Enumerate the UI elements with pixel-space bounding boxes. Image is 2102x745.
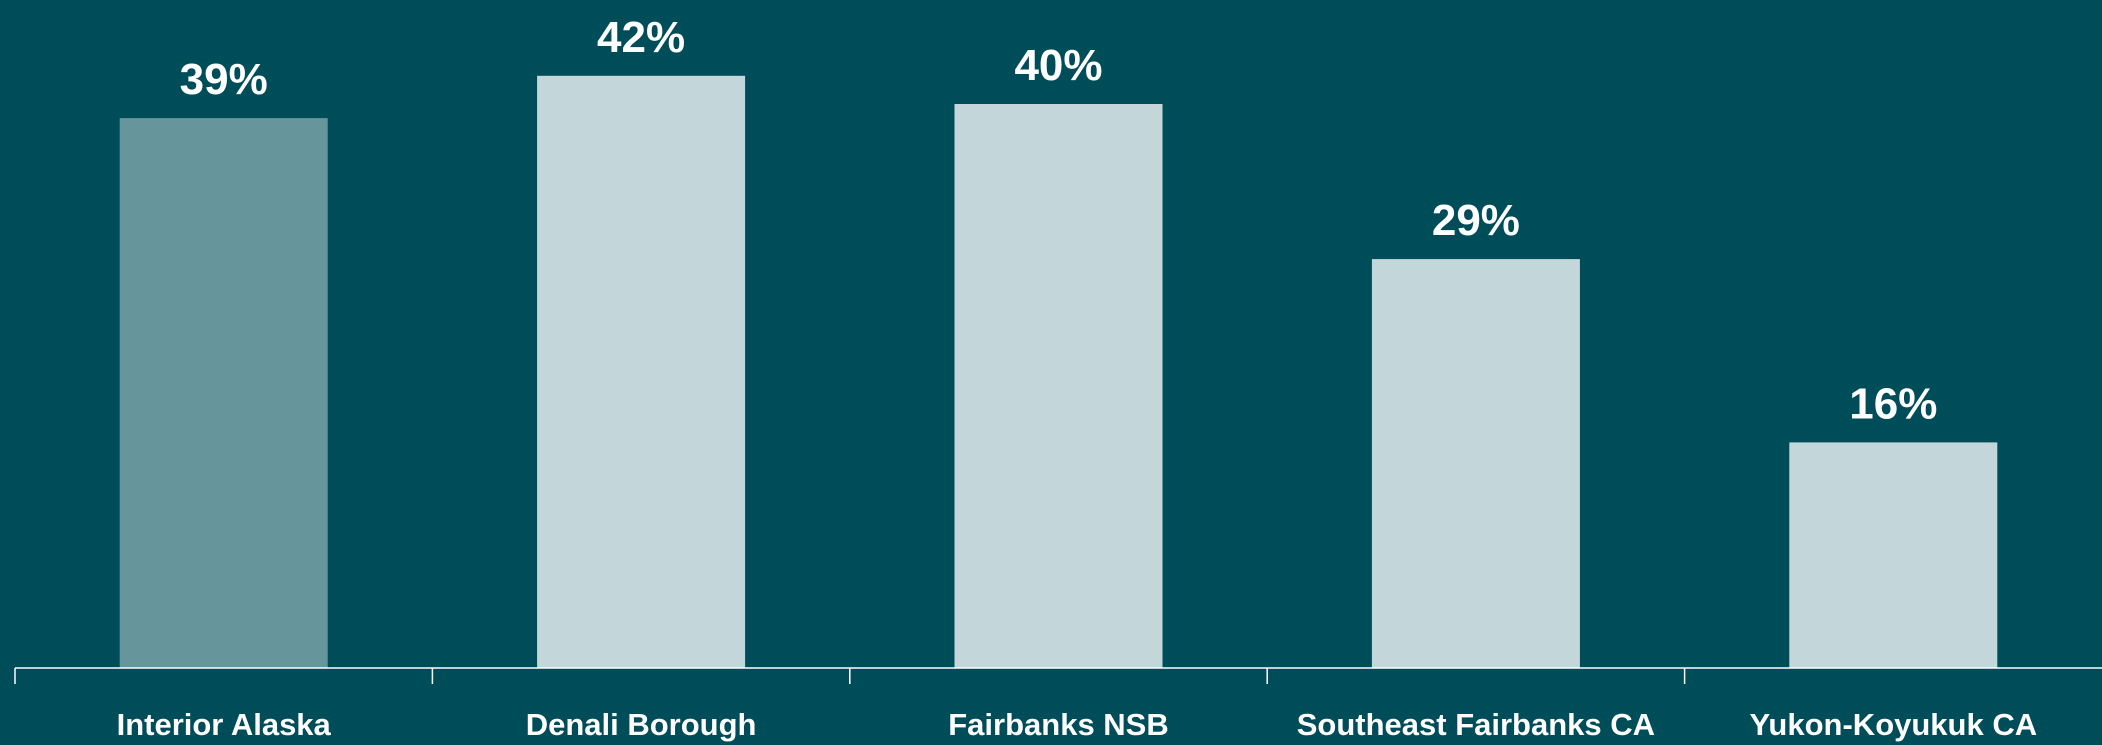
value-label: 40% (1014, 41, 1102, 90)
bar (1789, 442, 1998, 668)
x-tick-label: Fairbanks NSB (948, 707, 1169, 742)
value-label: 16% (1849, 379, 1937, 428)
value-label: 39% (180, 55, 268, 104)
bar (954, 104, 1163, 668)
x-tick-label: Yukon-Koyukuk CA (1749, 707, 2037, 742)
value-label: 29% (1432, 196, 1520, 245)
bar (1371, 259, 1580, 668)
x-tick-label: Denali Borough (526, 707, 757, 742)
value-label: 42% (597, 13, 685, 62)
bar (537, 75, 746, 669)
x-tick-label: Southeast Fairbanks CA (1297, 707, 1655, 742)
bar (119, 118, 328, 669)
x-tick-label: Interior Alaska (117, 707, 332, 742)
